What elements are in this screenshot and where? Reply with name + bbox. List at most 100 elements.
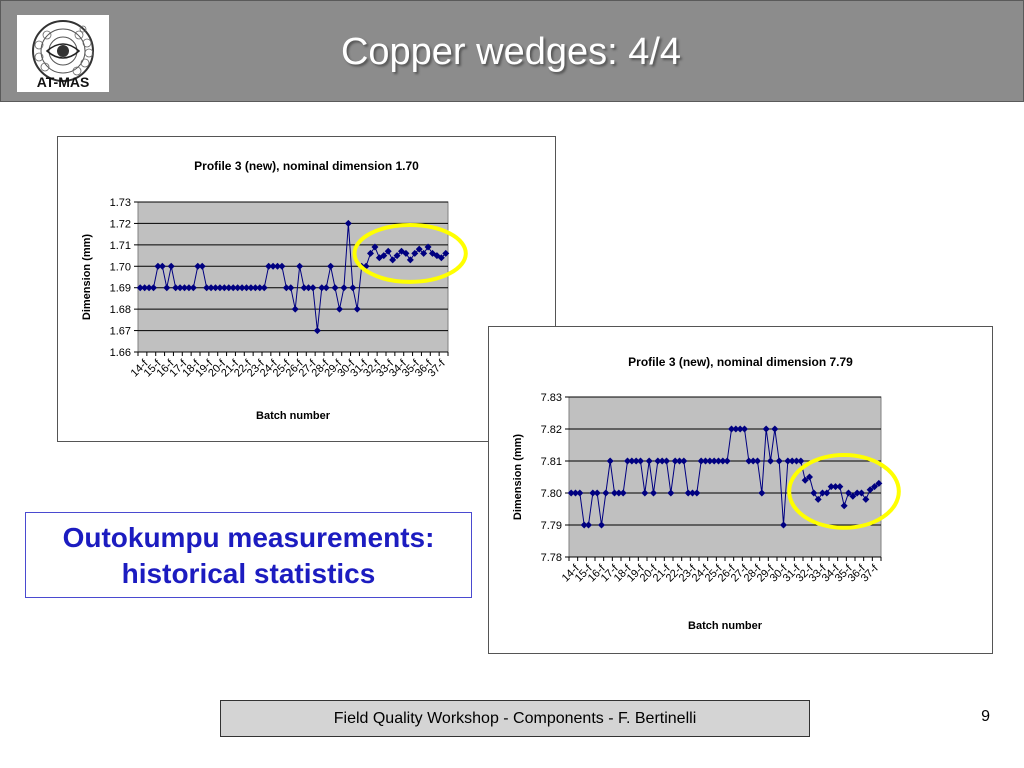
- y-tick-label: 7.83: [541, 392, 562, 404]
- data-point: [719, 457, 727, 465]
- chart-svg: Profile 3 (new), nominal dimension 7.79 7…: [512, 355, 901, 632]
- data-point: [411, 249, 419, 257]
- y-tick-label: 1.72: [110, 218, 131, 230]
- data-point: [371, 243, 379, 251]
- y-axis-label: Dimension (mm): [512, 434, 524, 521]
- data-point: [158, 262, 166, 270]
- data-point: [291, 305, 299, 313]
- y-tick-label: 7.78: [541, 552, 562, 564]
- data-point: [736, 425, 744, 433]
- chart-profile3-nominal-170: Profile 3 (new), nominal dimension 1.70 1…: [57, 136, 556, 442]
- plot-area: [568, 396, 882, 558]
- data-point: [247, 284, 255, 292]
- page-number: 9: [981, 708, 990, 725]
- data-point: [349, 284, 357, 292]
- data-point: [576, 489, 584, 497]
- data-point: [278, 262, 286, 270]
- data-point: [641, 489, 649, 497]
- data-point: [145, 284, 153, 292]
- data-point: [606, 457, 614, 465]
- data-point: [353, 305, 361, 313]
- data-point: [580, 521, 588, 529]
- y-tick-label: 1.68: [110, 304, 131, 316]
- data-point: [251, 284, 259, 292]
- data-point: [806, 473, 813, 481]
- data-point: [715, 457, 722, 465]
- data-point: [389, 256, 397, 264]
- data-point: [710, 457, 718, 465]
- y-tick-label: 1.67: [110, 326, 131, 338]
- data-point: [167, 262, 175, 270]
- data-point: [762, 425, 770, 433]
- data-point: [866, 486, 874, 494]
- data-point: [758, 489, 766, 497]
- data-point: [823, 489, 831, 497]
- data-point: [598, 521, 605, 529]
- data-point: [282, 284, 290, 292]
- data-point: [163, 284, 171, 292]
- data-point: [269, 262, 277, 270]
- data-point: [832, 483, 839, 491]
- y-tick-label: 7.81: [541, 456, 562, 468]
- data-point: [318, 284, 326, 292]
- data-point: [645, 457, 653, 465]
- x-axis-label: Batch number: [256, 410, 331, 422]
- data-point: [589, 489, 597, 497]
- data-point: [229, 284, 237, 292]
- data-point: [220, 284, 228, 292]
- data-point: [676, 457, 683, 465]
- data-point: [593, 489, 601, 497]
- data-point: [194, 262, 202, 270]
- y-tick-label: 1.69: [110, 283, 131, 295]
- data-point: [767, 457, 774, 465]
- data-point: [615, 489, 623, 497]
- chart-profile3-nominal-779: Profile 3 (new), nominal dimension 7.79 7…: [488, 326, 993, 654]
- slide-title: Copper wedges: 4/4: [340, 31, 682, 73]
- data-point: [840, 502, 848, 510]
- at-mas-logo: AT-MAS: [17, 15, 109, 92]
- data-point: [693, 489, 701, 497]
- data-point: [680, 457, 688, 465]
- data-point: [150, 284, 157, 292]
- data-point: [260, 284, 268, 292]
- data-point: [198, 262, 206, 270]
- y-tick-label: 7.80: [541, 488, 562, 500]
- highlight-ellipse: [787, 452, 901, 530]
- y-tick-label: 7.79: [541, 520, 562, 532]
- y-tick-label: 1.71: [110, 240, 131, 252]
- data-point: [706, 457, 714, 465]
- data-point: [654, 457, 662, 465]
- data-point: [745, 457, 753, 465]
- data-point: [238, 284, 246, 292]
- data-point: [780, 521, 787, 529]
- data-point: [793, 457, 800, 465]
- data-point: [300, 284, 308, 292]
- data-point: [189, 284, 197, 292]
- data-point: [585, 521, 592, 529]
- data-point: [313, 327, 321, 335]
- data-point: [637, 457, 644, 465]
- data-point: [628, 457, 636, 465]
- data-point: [801, 476, 809, 484]
- data-point: [697, 457, 705, 465]
- data-point: [384, 247, 392, 255]
- data-point: [849, 492, 857, 500]
- data-point: [309, 284, 317, 292]
- data-point: [406, 256, 414, 264]
- data-point: [287, 284, 295, 292]
- data-point: [429, 249, 436, 257]
- data-point: [256, 284, 264, 292]
- data-point: [754, 457, 761, 465]
- data-point: [567, 489, 575, 497]
- data-point: [212, 284, 219, 292]
- data-point: [836, 483, 844, 491]
- y-tick-label: 7.82: [541, 424, 562, 436]
- data-point: [216, 284, 224, 292]
- data-point: [819, 489, 826, 497]
- data-point: [663, 457, 670, 465]
- svg-text:AT-MAS: AT-MAS: [37, 74, 90, 90]
- data-point: [797, 457, 805, 465]
- data-point: [619, 489, 627, 497]
- data-point: [176, 284, 184, 292]
- y-tick-label: 1.73: [110, 197, 131, 209]
